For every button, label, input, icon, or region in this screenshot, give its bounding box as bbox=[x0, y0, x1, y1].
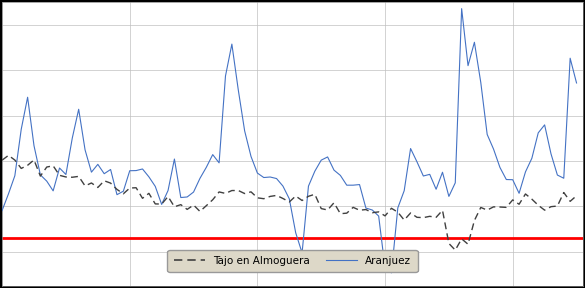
Legend: Tajo en Almoguera, Aranjuez: Tajo en Almoguera, Aranjuez bbox=[167, 250, 418, 272]
